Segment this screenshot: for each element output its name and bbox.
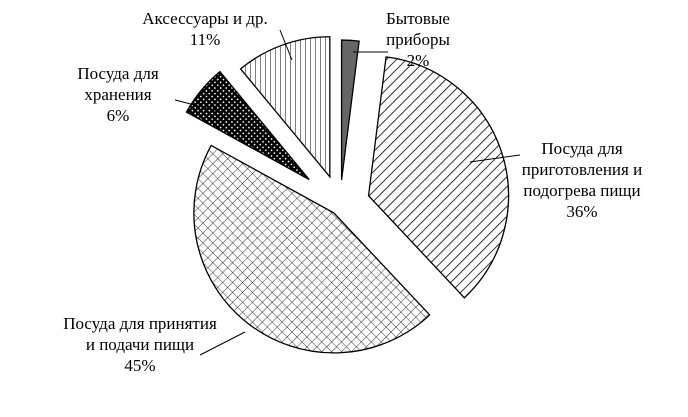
value-label: 45% bbox=[124, 356, 156, 375]
slice-label: Аксессуары и др. 11% bbox=[140, 8, 270, 50]
category-label: Посуда для принятия и подачи пищи bbox=[63, 314, 217, 354]
pie-slice bbox=[340, 39, 360, 181]
pie-slice bbox=[193, 144, 431, 354]
pie-slice bbox=[239, 36, 331, 179]
leader-line bbox=[279, 29, 293, 61]
category-label: Аксессуары и др. bbox=[142, 9, 268, 28]
leader-line bbox=[469, 154, 521, 163]
category-label: Посуда для приготовления и подогрева пищ… bbox=[521, 139, 643, 200]
pie-slice bbox=[185, 70, 310, 181]
leader-line bbox=[174, 99, 223, 113]
value-label: 11% bbox=[189, 30, 221, 49]
value-label: 2% bbox=[406, 51, 430, 70]
leader-line bbox=[199, 331, 246, 356]
category-label: Посуда для хранения bbox=[77, 64, 159, 104]
category-label: Бытовые приборы bbox=[386, 9, 450, 49]
slice-label: Посуда для приготовления и подогрева пищ… bbox=[512, 138, 652, 222]
pie-slice bbox=[367, 56, 510, 299]
slice-label: Посуда для принятия и подачи пищи 45% bbox=[60, 313, 220, 376]
slice-label: Посуда для хранения 6% bbox=[58, 63, 178, 126]
value-label: 6% bbox=[106, 106, 130, 125]
value-label: 36% bbox=[566, 202, 598, 221]
slice-label: Бытовые приборы 2% bbox=[368, 8, 468, 71]
